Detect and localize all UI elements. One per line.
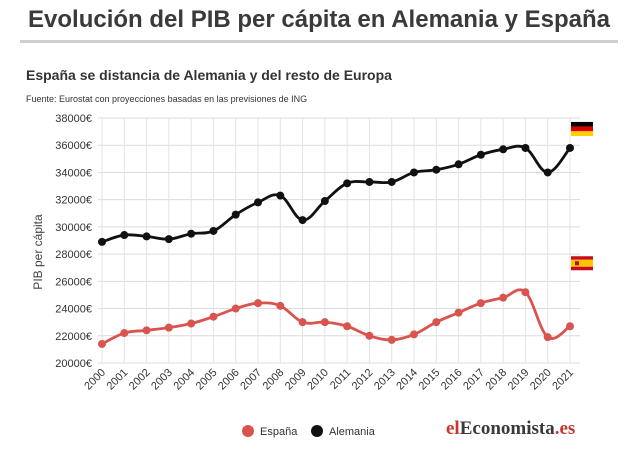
data-point [298, 318, 307, 327]
data-point [98, 237, 106, 246]
x-axis: 2000200120022003200420052006200720082009… [82, 367, 576, 393]
x-tick-label: 2002 [127, 367, 153, 393]
x-tick-label: 2015 [417, 367, 443, 393]
x-tick-label: 2005 [194, 367, 220, 393]
series-points [98, 143, 574, 348]
x-tick-label: 2021 [550, 367, 576, 393]
data-point [566, 143, 574, 152]
data-point [298, 216, 307, 225]
legend-label: España [260, 426, 298, 438]
data-point [164, 235, 173, 244]
data-point [365, 331, 374, 340]
data-point [387, 335, 396, 344]
y-tick-label: 36000€ [55, 140, 92, 152]
data-point [142, 326, 151, 335]
data-point [276, 191, 285, 200]
data-point [231, 210, 240, 219]
data-point [187, 319, 196, 328]
data-point [521, 288, 530, 297]
y-tick-label: 24000€ [55, 304, 92, 316]
y-tick-label: 30000€ [55, 222, 92, 234]
germany-flag-icon [571, 121, 593, 136]
y-tick-label: 20000€ [55, 358, 92, 370]
data-point [432, 318, 441, 327]
data-point [254, 299, 262, 308]
chart-grid [98, 117, 580, 364]
x-tick-label: 2009 [283, 367, 309, 393]
data-point [164, 323, 173, 332]
y-tick-label: 28000€ [55, 249, 92, 261]
data-point [454, 160, 463, 169]
y-tick-label: 32000€ [55, 195, 92, 207]
y-tick-label: 38000€ [55, 113, 92, 125]
title-divider [20, 40, 618, 43]
data-point [120, 231, 129, 240]
data-point [254, 198, 262, 207]
data-point [343, 179, 352, 188]
x-tick-label: 2004 [171, 367, 197, 393]
series-line [101, 144, 572, 244]
brand-logo: elEconomista.es [446, 418, 576, 439]
data-point [476, 150, 485, 159]
y-tick-label: 22000€ [55, 331, 92, 343]
y-tick-label: 34000€ [55, 167, 92, 179]
data-point [187, 229, 196, 238]
x-tick-label: 2019 [506, 367, 532, 393]
x-tick-label: 2007 [238, 367, 264, 393]
x-tick-label: 2012 [350, 367, 376, 393]
data-point [120, 329, 129, 338]
data-point [142, 232, 151, 241]
legend-marker [311, 425, 323, 437]
data-point [432, 165, 441, 174]
data-point [566, 322, 574, 331]
x-tick-label: 2016 [439, 367, 465, 393]
data-point [209, 312, 218, 321]
chart-subtitle: España se distancia de Alemania y del re… [26, 67, 392, 83]
data-point [410, 330, 418, 339]
x-tick-label: 2006 [216, 367, 242, 393]
y-tick-label: 26000€ [55, 276, 92, 288]
x-tick-label: 2013 [372, 367, 398, 393]
data-point [365, 177, 374, 186]
data-point [454, 308, 463, 317]
data-point [231, 304, 240, 313]
data-point [543, 168, 552, 177]
series-flags [571, 121, 593, 271]
y-axis-label: PIB per cápita [31, 214, 45, 290]
x-tick-label: 2003 [149, 367, 175, 393]
legend-marker [242, 425, 254, 437]
x-tick-label: 2020 [528, 367, 554, 393]
chart-legend: España Alemania [242, 425, 376, 438]
data-point [521, 143, 530, 152]
x-tick-label: 2000 [82, 367, 108, 393]
data-point [320, 197, 329, 206]
data-point [410, 168, 418, 177]
spain-flag-icon [571, 256, 593, 271]
x-tick-label: 2011 [328, 367, 353, 392]
data-point [499, 145, 508, 154]
page-title: Evolución del PIB per cápita en Alemania… [28, 6, 610, 33]
chart-source: Fuente: Eurostat con proyecciones basada… [26, 94, 308, 104]
series-line [101, 288, 571, 346]
data-point [543, 333, 552, 342]
series-lines [101, 144, 572, 346]
x-tick-label: 2018 [483, 367, 509, 393]
x-tick-label: 2010 [305, 367, 331, 393]
data-point [343, 322, 352, 331]
data-point [276, 301, 285, 310]
x-tick-label: 2008 [261, 367, 287, 393]
x-tick-label: 2014 [394, 367, 420, 393]
data-point [476, 299, 485, 308]
y-axis: 20000€ 22000€ 24000€ 26000€ 28000€ 30000€ 3200… [55, 113, 92, 370]
data-point [499, 293, 508, 302]
x-tick-label: 2001 [105, 367, 131, 393]
data-point [98, 339, 106, 348]
x-tick-label: 2017 [461, 367, 487, 393]
legend-label: Alemania [329, 426, 376, 438]
data-point [387, 177, 396, 186]
data-point [209, 226, 218, 235]
data-point [320, 318, 329, 327]
